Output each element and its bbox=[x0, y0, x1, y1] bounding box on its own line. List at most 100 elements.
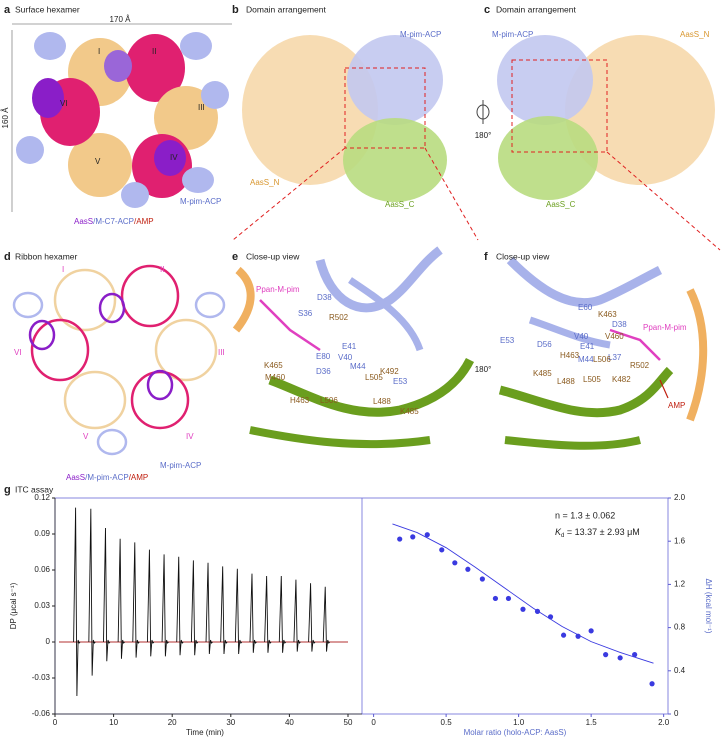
injection-peak bbox=[322, 586, 331, 652]
injection-peak bbox=[117, 538, 125, 659]
subunit-label: I bbox=[62, 265, 64, 274]
annotation-part: d bbox=[561, 533, 564, 539]
x-tick-label: 20 bbox=[168, 718, 177, 727]
data-point bbox=[452, 560, 458, 566]
legend: AasS/M-pim-ACP/AMP bbox=[66, 473, 148, 482]
injection-peak bbox=[234, 568, 243, 655]
x-tick-label: 30 bbox=[226, 718, 235, 727]
ligand-label: AMP bbox=[668, 401, 685, 410]
residue-label: L506 bbox=[593, 355, 611, 364]
data-point bbox=[603, 652, 609, 658]
y-tick-label: 0.03 bbox=[34, 601, 50, 610]
injection-peak bbox=[73, 507, 81, 697]
injection-peak bbox=[308, 583, 316, 652]
y-tick-label: 0 bbox=[46, 637, 51, 646]
subunit-label: VI bbox=[14, 348, 22, 357]
dimension-label: 160 Å bbox=[1, 107, 10, 129]
injection-peak bbox=[249, 573, 257, 653]
subunit-label: IV bbox=[170, 153, 178, 162]
residue-label: L506 bbox=[320, 396, 338, 405]
panel-title: Ribbon hexamer bbox=[15, 251, 78, 261]
residue-label: M460 bbox=[265, 373, 286, 382]
x-tick-label: 0 bbox=[371, 718, 376, 727]
subunit-label: II bbox=[160, 265, 164, 274]
annotation-part: = 13.37 ± 2.93 μM bbox=[564, 527, 639, 537]
close-up-art bbox=[498, 256, 708, 450]
panel-letter: b bbox=[232, 4, 239, 16]
y-tick-label: 0.09 bbox=[34, 529, 50, 538]
residue-label: E41 bbox=[342, 342, 357, 351]
y2-tick-label: 0.8 bbox=[674, 623, 686, 632]
data-point bbox=[492, 595, 499, 602]
subunit-label: V bbox=[83, 432, 89, 441]
residue-label: K485 bbox=[533, 369, 552, 378]
ligand-label: Ppan-M-pim bbox=[256, 285, 300, 294]
injection-peak bbox=[278, 575, 287, 653]
domain-arrangement-art bbox=[497, 35, 721, 251]
residue-label: S36 bbox=[298, 309, 313, 318]
x-tick-label: 0.5 bbox=[441, 718, 453, 727]
y-tick-label: -0.03 bbox=[32, 673, 51, 682]
residue-label: M44 bbox=[578, 355, 594, 364]
data-point bbox=[397, 536, 403, 542]
x-axis-label: Time (min) bbox=[186, 728, 224, 737]
panel-letter: a bbox=[4, 4, 11, 16]
ligand-label: Ppan-M-pim bbox=[643, 323, 687, 332]
annotation: n = 1.3 ± 0.062 bbox=[555, 510, 615, 520]
injection-peak bbox=[264, 575, 272, 653]
injection-peak bbox=[190, 560, 199, 656]
panel-title: Close-up view bbox=[246, 251, 300, 261]
injection-peak bbox=[132, 542, 140, 658]
panel-letter: d bbox=[4, 251, 11, 263]
acp-label: M-pim-ACP bbox=[160, 461, 201, 470]
residue-label: R502 bbox=[329, 313, 349, 322]
legend-item: /AMP bbox=[134, 217, 154, 226]
residue-label: V40 bbox=[574, 332, 589, 341]
x-tick-label: 40 bbox=[285, 718, 294, 727]
panel-letter: e bbox=[232, 251, 238, 263]
y-axis-label: DP (μcal s⁻¹) bbox=[9, 582, 18, 629]
residue-label: L37 bbox=[608, 353, 622, 362]
rotation-label: 180° bbox=[475, 365, 492, 374]
domain-label: AasS_N bbox=[680, 30, 710, 39]
domain-label: AasS_C bbox=[546, 200, 576, 209]
panel-letter: g bbox=[4, 484, 11, 496]
residue-label: L488 bbox=[557, 377, 575, 386]
residue-label: E60 bbox=[578, 303, 593, 312]
subunit-label: III bbox=[218, 348, 225, 357]
data-point bbox=[560, 632, 567, 638]
annotation-part: K bbox=[555, 527, 562, 537]
legend-item: /M-pim-ACP bbox=[85, 473, 129, 482]
data-point bbox=[465, 566, 471, 572]
residue-label: D38 bbox=[317, 293, 332, 302]
domain-label: AasS_N bbox=[250, 178, 280, 187]
subunit-label: IV bbox=[186, 432, 194, 441]
rotation-label: 180° bbox=[475, 131, 492, 140]
data-point bbox=[575, 633, 581, 639]
legend-item: AasS bbox=[66, 473, 85, 482]
residue-label: L505 bbox=[365, 373, 383, 382]
residue-label: K482 bbox=[612, 375, 631, 384]
y-tick-label: 0.06 bbox=[34, 565, 50, 574]
ribbon-hexamer-art bbox=[12, 264, 226, 456]
data-point bbox=[505, 595, 512, 602]
subunit-label: I bbox=[98, 47, 100, 56]
subunit-label: V bbox=[95, 157, 101, 166]
panel-title: Domain arrangement bbox=[246, 4, 326, 14]
x-tick-label: 0 bbox=[53, 718, 58, 727]
data-point bbox=[632, 652, 638, 658]
injection-peak bbox=[176, 556, 184, 656]
subunit-label: III bbox=[198, 103, 205, 112]
residue-label: V40 bbox=[338, 353, 353, 362]
injection-peak bbox=[146, 549, 155, 657]
panel-letter: c bbox=[484, 4, 490, 16]
y2-tick-label: 0 bbox=[674, 709, 679, 718]
annotation: Kd = 13.37 ± 2.93 μM bbox=[555, 527, 640, 538]
domain-label: AasS_C bbox=[385, 200, 415, 209]
data-point bbox=[424, 532, 430, 538]
residue-label: H463 bbox=[560, 351, 580, 360]
data-point bbox=[520, 606, 526, 612]
close-up-art bbox=[232, 246, 475, 449]
y2-axis-label: ΔH (kcal mol⁻¹) bbox=[704, 579, 713, 634]
